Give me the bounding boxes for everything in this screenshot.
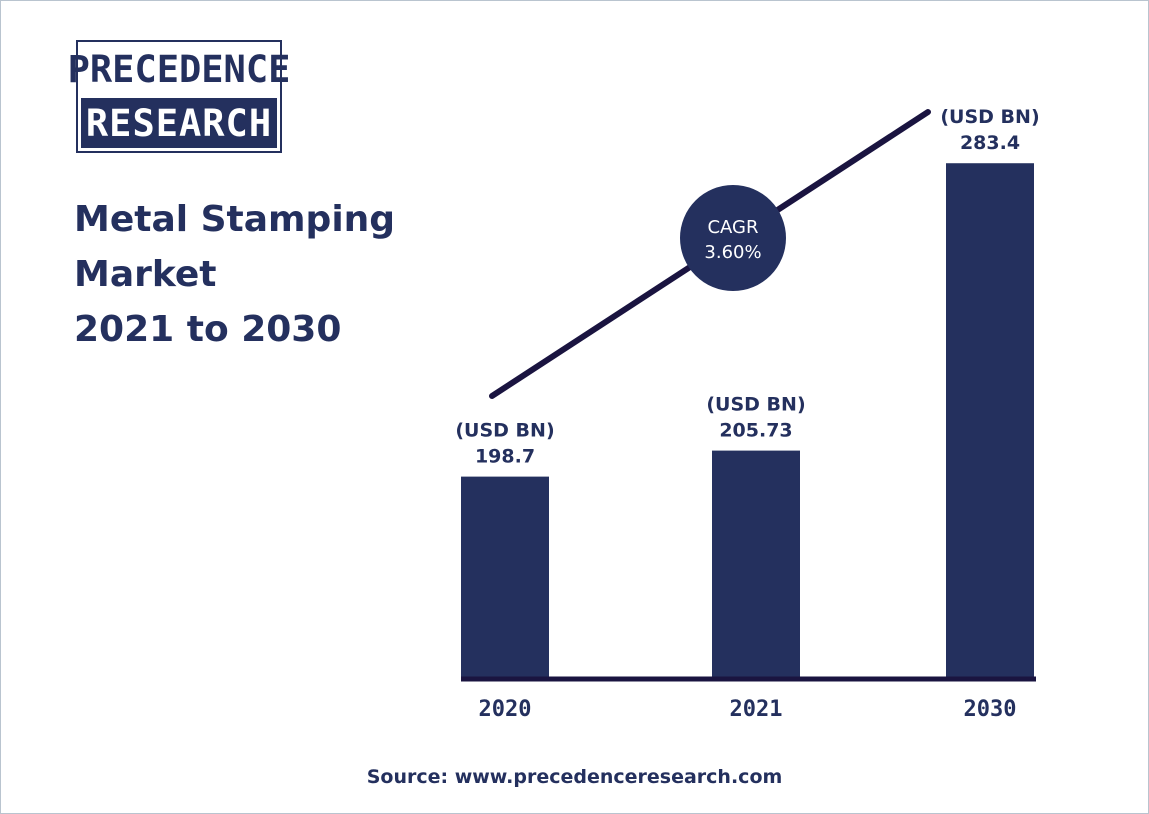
bar-value-label-2030: 283.4 bbox=[960, 132, 1020, 154]
chart-title: Metal Stamping Market 2021 to 2030 bbox=[74, 192, 454, 357]
bar-unit-label-2020: (USD BN) bbox=[455, 420, 554, 442]
logo-line-1: PRECEDENCE bbox=[67, 48, 291, 91]
bar-2030 bbox=[946, 163, 1034, 680]
bar-value-label-2020: 198.7 bbox=[475, 446, 535, 468]
bar-unit-label-2021: (USD BN) bbox=[706, 394, 805, 416]
title-line-3: 2021 to 2030 bbox=[74, 309, 342, 350]
cagr-badge: CAGR 3.60% bbox=[680, 185, 786, 291]
cagr-label: CAGR bbox=[707, 217, 758, 238]
bars-group: (USD BN) 198.7 2020 (USD BN) 205.73 2021 (USD … bbox=[455, 106, 1039, 722]
source-text: Source: www.precedenceresearch.com bbox=[366, 766, 783, 788]
bar-2021 bbox=[712, 450, 800, 679]
cagr-circle bbox=[680, 185, 786, 291]
bar-2020 bbox=[461, 476, 549, 679]
bar-value-label-2021: 205.73 bbox=[719, 420, 792, 442]
title-line-1: Metal Stamping bbox=[74, 199, 396, 240]
title-line-2: Market bbox=[74, 254, 217, 295]
x-tick-label-2020: 2020 bbox=[479, 697, 532, 722]
x-tick-label-2030: 2030 bbox=[964, 697, 1017, 722]
precedence-research-logo: PRECEDENCE RESEARCH bbox=[67, 40, 291, 153]
cagr-value: 3.60% bbox=[704, 242, 761, 263]
x-tick-label-2021: 2021 bbox=[730, 697, 783, 722]
bar-unit-label-2030: (USD BN) bbox=[940, 106, 1039, 128]
logo-line-2: RESEARCH bbox=[81, 98, 277, 148]
